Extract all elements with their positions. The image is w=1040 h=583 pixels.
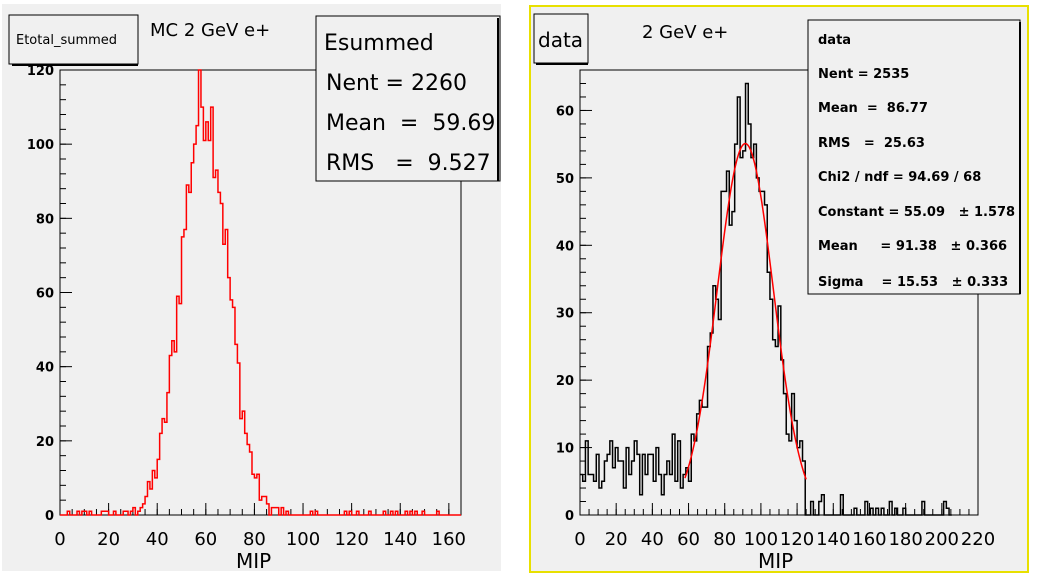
left-stats-box	[315, 15, 501, 182]
right-x-tick-label: 180	[888, 529, 922, 550]
pad-left: 0 20 40 60 80 100 120 140 160 0 20 40 60 80 100 120 Eto…	[0, 2, 503, 573]
right-y-tick-label: 0	[565, 509, 574, 524]
left-y-tick-label: 20	[36, 435, 54, 450]
right-x-tick-label: 120	[780, 529, 814, 550]
right-y-tick-label: 10	[556, 442, 574, 457]
right-stats-row: Mean = 91.38 ± 0.366	[818, 239, 1007, 254]
right-name-label: data	[538, 28, 583, 52]
right-x-tick-label: 220	[961, 529, 995, 550]
left-axes: 0 20 40 60 80 100 120 140 160 0 20 40 60 80 100 120	[27, 64, 466, 550]
left-y-tick-label: 60	[36, 287, 54, 302]
left-stats-row: Mean = 59.69	[326, 111, 495, 136]
left-title: MC 2 GeV e+	[150, 20, 270, 41]
left-x-tick-label: 100	[286, 529, 320, 550]
left-x-tick-label: 120	[334, 529, 368, 550]
right-stats-row: Constant = 55.09 ± 1.578	[818, 205, 1015, 220]
right-x-tick-label: 20	[605, 529, 628, 550]
left-x-tick-label: 60	[194, 529, 217, 550]
left-y-tick-label: 80	[36, 212, 54, 227]
left-x-tick-label: 140	[383, 529, 417, 550]
right-x-tick-label: 60	[677, 529, 700, 550]
left-x-tick-label: 160	[432, 529, 466, 550]
right-stats-box	[807, 19, 1021, 295]
right-x-tick-label: 100	[744, 529, 778, 550]
right-title: 2 GeV e+	[642, 22, 728, 43]
left-y-tick-label: 100	[27, 138, 54, 153]
right-x-tick-label: 0	[574, 529, 585, 550]
pad-right: 0 20 40 60 80 100 120 140 160 180 200 220 0 10 20 30 40 5…	[529, 5, 1029, 573]
right-y-tick-label: 60	[556, 104, 574, 119]
right-stats-row: Sigma = 15.53 ± 0.333	[818, 275, 1008, 290]
left-x-tick-label: 20	[97, 529, 120, 550]
left-y-tick-label: 40	[36, 361, 54, 376]
right-stats-row: Chi2 / ndf = 94.69 / 68	[818, 170, 981, 185]
left-x-tick-label: 0	[54, 529, 65, 550]
left-histogram-series	[60, 69, 461, 516]
right-x-tick-label: 140	[816, 529, 850, 550]
left-y-tick-label: 120	[27, 64, 54, 79]
right-y-tick-label: 50	[556, 172, 574, 187]
left-xlabel: MIP	[236, 549, 271, 573]
right-stats-row: RMS = 25.63	[818, 136, 925, 151]
left-stats-row: Nent = 2260	[326, 71, 467, 96]
right-y-tick-label: 30	[556, 307, 574, 322]
right-stats-row: Mean = 86.77	[818, 101, 928, 116]
left-stats-row: RMS = 9.527	[326, 151, 491, 176]
left-x-tick-label: 40	[146, 529, 169, 550]
right-histogram-series	[580, 82, 952, 516]
left-x-tick-label: 80	[243, 529, 266, 550]
left-stats-title: Esummed	[324, 31, 434, 56]
right-xlabel: MIP	[758, 549, 793, 573]
left-y-tick-label: 0	[45, 509, 54, 524]
right-stats-title: data	[818, 33, 851, 48]
left-name-box	[8, 14, 139, 65]
right-name-box	[533, 13, 589, 64]
right-x-tick-label: 160	[852, 529, 886, 550]
right-x-tick-label: 200	[925, 529, 959, 550]
left-name-label: Etotal_summed	[16, 33, 117, 48]
right-y-tick-label: 40	[556, 239, 574, 254]
right-x-tick-label: 40	[641, 529, 664, 550]
right-x-tick-label: 80	[713, 529, 736, 550]
right-y-tick-label: 20	[556, 374, 574, 389]
right-gauss-fit-curve	[684, 142, 807, 480]
right-stats-row: Nent = 2535	[818, 67, 909, 82]
